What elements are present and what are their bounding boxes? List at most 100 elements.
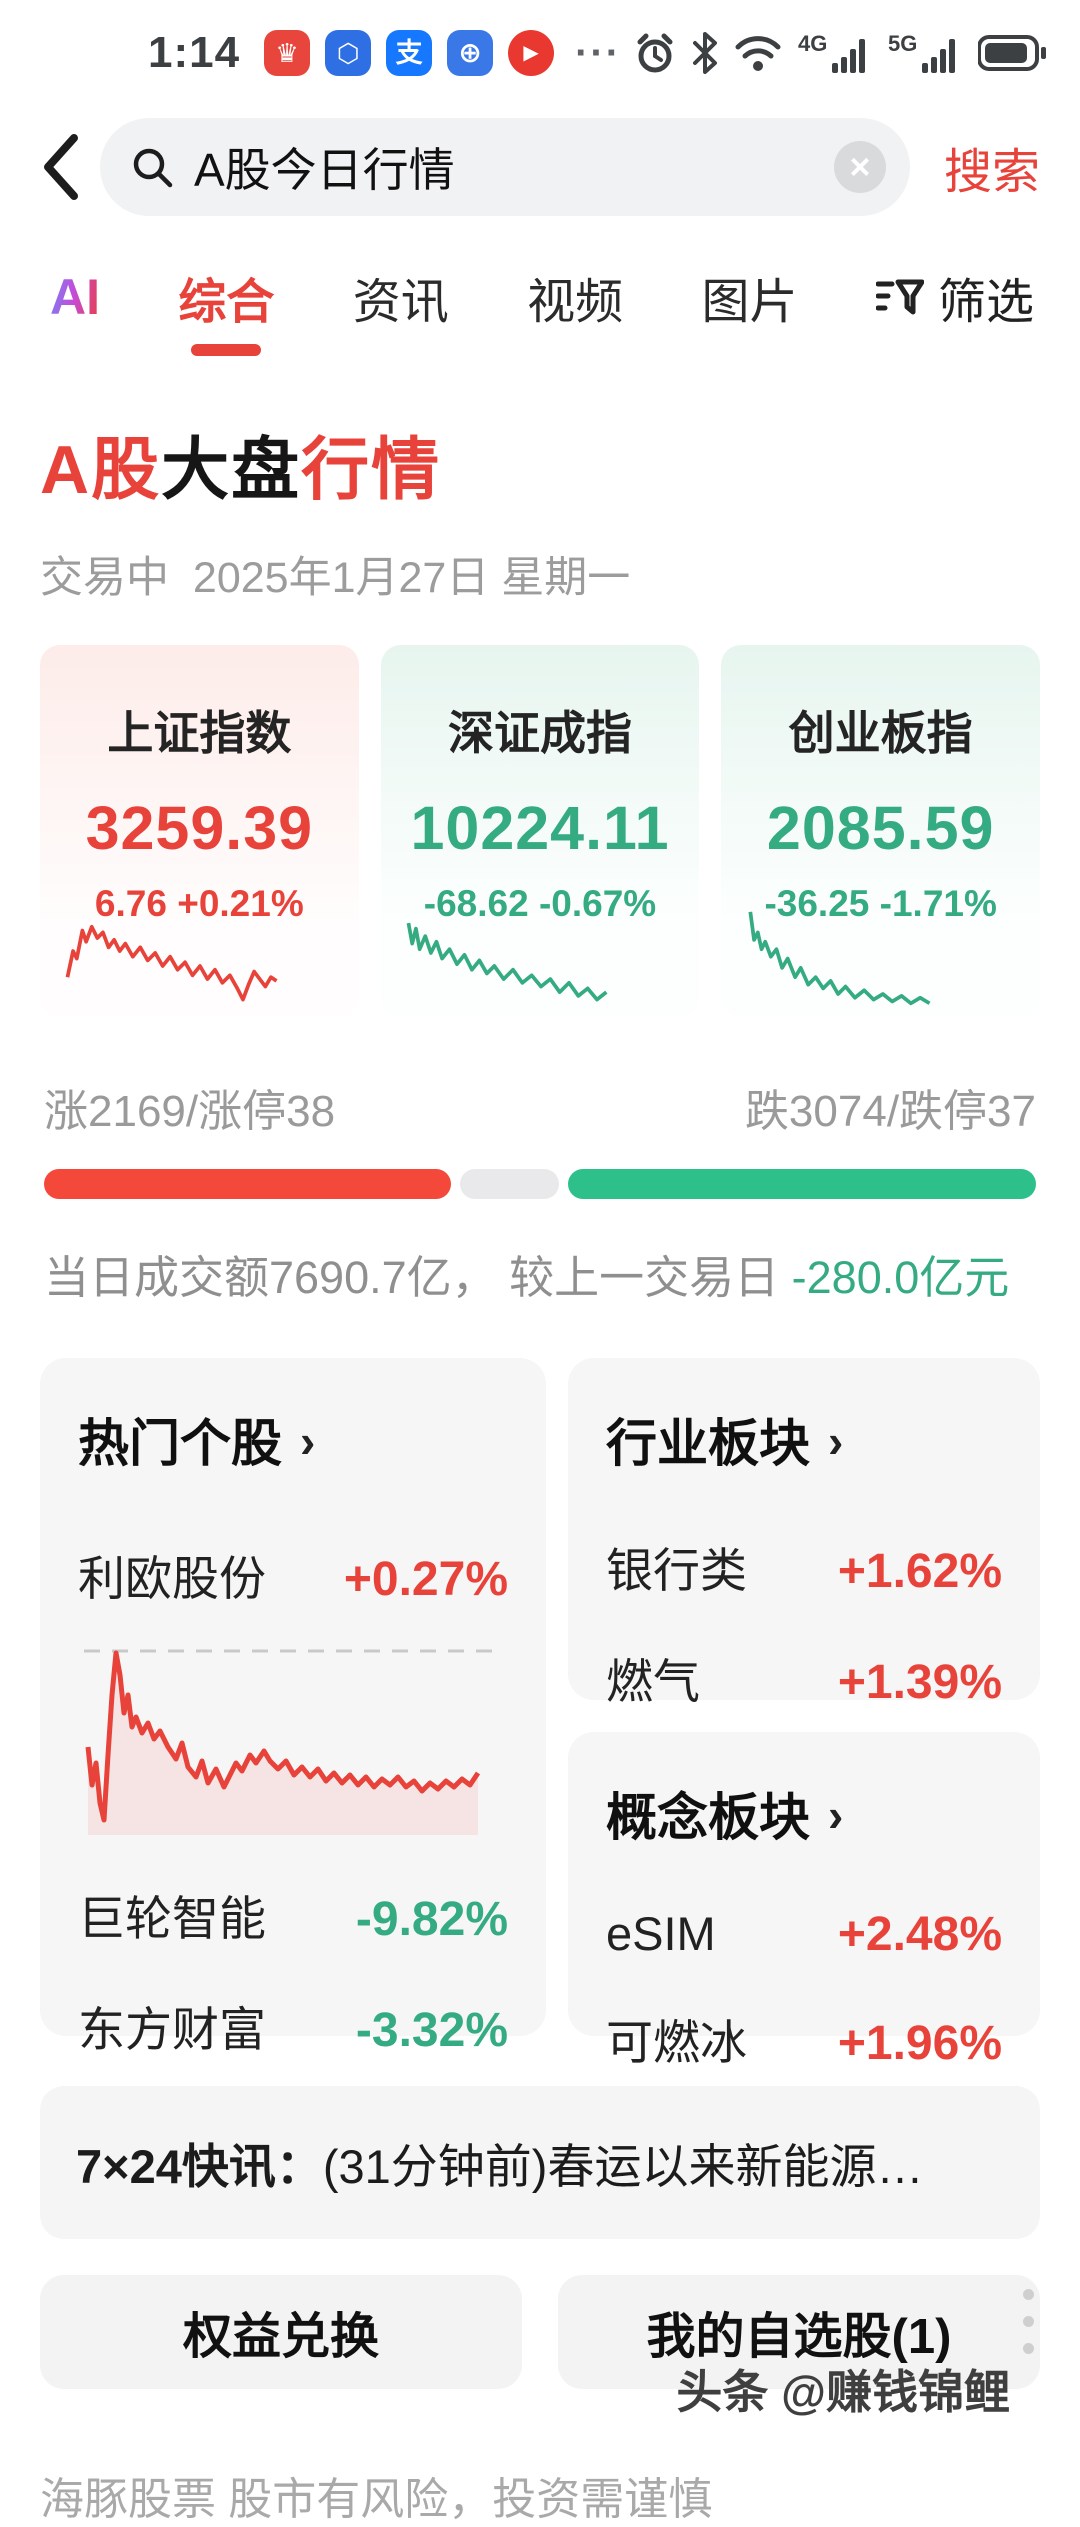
concept-title[interactable]: 概念板块 › xyxy=(606,1776,1002,1850)
clear-search-button[interactable]: × xyxy=(833,141,886,193)
wifi-icon xyxy=(735,36,781,71)
rights-exchange-button[interactable]: 权益兑换 xyxy=(40,2275,522,2389)
title-part-red2: 行情 xyxy=(301,432,442,508)
turnover-text: 当日成交额7690.7亿， 较上一交易日 xyxy=(44,1252,792,1303)
search-submit-button[interactable]: 搜索 xyxy=(943,146,1040,199)
industry-title[interactable]: 行业板块 › xyxy=(606,1402,1002,1476)
index-name: 上证指数 xyxy=(107,707,292,759)
sector-grid: 热门个股 › 利欧股份 +0.27% 巨轮智能 -9.82% 东方财富 -3.3… xyxy=(0,1306,1080,2070)
index-name: 创业板指 xyxy=(788,707,973,759)
breadth-bar-down xyxy=(567,1169,1036,1199)
index-cards: 上证指数 3259.39 6.76 +0.21% 深证成指 10224.11 -… xyxy=(0,605,1080,1017)
stock-row[interactable]: 巨轮智能 -9.82% xyxy=(78,1880,508,1949)
trading-date: 2025年1月27日 星期一 xyxy=(192,554,631,602)
disclaimer-text: 海豚股票 股市有风险，投资需谨慎 xyxy=(40,2475,713,2524)
filter-funnel-icon xyxy=(875,279,924,315)
sector-change: +1.96% xyxy=(837,2017,1002,2070)
stock-name: 巨轮智能 xyxy=(78,1892,266,1945)
tab-composite[interactable]: 综合 xyxy=(178,262,275,356)
security-app-icon: ⬡ xyxy=(325,30,372,76)
stock-name: 东方财富 xyxy=(78,2003,266,2056)
tab-video[interactable]: 视频 xyxy=(527,276,624,329)
kebab-menu-icon[interactable] xyxy=(1023,2289,1034,2354)
stock-row-featured[interactable]: 利欧股份 +0.27% xyxy=(78,1540,508,1609)
my-watchlist-button[interactable]: 我的自选股(1) xyxy=(558,2275,1040,2389)
stock-change: -9.82% xyxy=(355,1893,508,1946)
back-chevron-icon xyxy=(44,134,78,200)
index-card-chinext[interactable]: 创业板指 2085.59 -36.25 -1.71% xyxy=(721,645,1041,1017)
stock-row[interactable]: 东方财富 -3.32% xyxy=(78,1991,508,2060)
hot-stocks-title-label: 热门个股 xyxy=(78,1415,283,1472)
sector-change: +1.39% xyxy=(837,1656,1002,1709)
sector-row[interactable]: eSIM +2.48% xyxy=(606,1906,1002,1962)
status-bar: 1:14 ♛ ⬡ 支 ⊕ ▶ ··· 4G 5G xyxy=(0,0,1080,92)
sector-name: eSIM xyxy=(606,1907,716,1960)
turnover-line: 当日成交额7690.7亿， 较上一交易日 -280.0亿元 xyxy=(0,1199,1080,1306)
decliners-text: 跌3074/跌停37 xyxy=(744,1087,1036,1136)
market-breadth: 涨2169/涨停38 跌3074/跌停37 xyxy=(0,1017,1080,1139)
back-button[interactable] xyxy=(30,127,90,207)
news-ticker[interactable]: 7×24快讯：(31分钟前)春运以来新能源… xyxy=(40,2086,1040,2239)
stock-change: +0.27% xyxy=(343,1553,508,1606)
tab-image[interactable]: 图片 xyxy=(701,276,798,329)
sector-row[interactable]: 燃气 +1.39% xyxy=(606,1643,1002,1712)
alarm-icon xyxy=(637,33,673,73)
index-sparkline xyxy=(748,911,931,1006)
clock-time: 1:14 xyxy=(148,28,241,77)
tab-composite-label: 综合 xyxy=(178,276,275,329)
sector-name: 银行类 xyxy=(606,1544,747,1597)
status-icons: 4G 5G xyxy=(634,31,1046,75)
sector-name: 燃气 xyxy=(606,1655,700,1708)
advancers-text: 涨2169/涨停38 xyxy=(44,1087,336,1136)
browser-app-icon: ⊕ xyxy=(447,30,494,76)
tab-news[interactable]: 资讯 xyxy=(352,276,449,329)
index-value: 10224.11 xyxy=(410,794,670,862)
watermark-text: 头条 @赚钱锦鲤 xyxy=(676,2366,1010,2418)
featured-stock-chart xyxy=(84,1649,502,1835)
index-card-shanghai[interactable]: 上证指数 3259.39 6.76 +0.21% xyxy=(40,645,359,1017)
turnover-delta: -280.0亿元 xyxy=(791,1252,1010,1303)
index-change: -36.25 -1.71% xyxy=(764,883,997,924)
stock-name: 利欧股份 xyxy=(78,1552,266,1605)
hot-stocks-title[interactable]: 热门个股 › xyxy=(78,1402,508,1476)
sector-row[interactable]: 银行类 +1.62% xyxy=(606,1532,1002,1601)
huawei-app-icon: ♛ xyxy=(264,30,311,76)
title-part-red1: A股 xyxy=(40,432,162,508)
page-title: A股大盘行情 xyxy=(0,350,1080,513)
battery-icon xyxy=(978,35,1046,71)
index-value: 3259.39 xyxy=(85,794,314,862)
news-ticker-label: 7×24快讯： xyxy=(76,2140,323,2193)
concept-panel: 概念板块 › eSIM +2.48% 可燃冰 +1.96% xyxy=(568,1732,1040,2070)
trading-status: 交易中 xyxy=(40,554,169,602)
hot-stocks-panel: 热门个股 › 利欧股份 +0.27% 巨轮智能 -9.82% 东方财富 -3.3… xyxy=(40,1358,546,2057)
tab-ai[interactable]: AI xyxy=(50,268,100,344)
news-ticker-text: (31分钟前)春运以来新能源… xyxy=(322,2140,924,2193)
active-tab-underline xyxy=(191,344,262,356)
sector-row[interactable]: 可燃冰 +1.96% xyxy=(606,2004,1002,2073)
filter-button[interactable]: 筛选 xyxy=(875,262,1034,350)
index-change: -68.62 -0.67% xyxy=(423,883,657,924)
concept-title-label: 概念板块 xyxy=(606,1789,811,1846)
more-notifications-icon: ··· xyxy=(575,30,622,75)
sector-name: 可燃冰 xyxy=(606,2016,747,2069)
alipay-app-icon: 支 xyxy=(386,30,433,76)
search-query-text: A股今日行情 xyxy=(194,144,455,196)
svg-text:4G: 4G xyxy=(798,31,827,56)
video-app-icon: ▶ xyxy=(508,30,555,76)
bluetooth-icon xyxy=(693,32,717,74)
index-value: 2085.59 xyxy=(766,794,995,862)
index-sparkline xyxy=(406,922,608,1002)
search-header: A股今日行情 × 搜索 xyxy=(0,92,1080,216)
market-status-line: 交易中 2025年1月27日 星期一 xyxy=(0,513,1080,605)
breadth-bar-flat xyxy=(459,1169,559,1199)
filter-label: 筛选 xyxy=(937,276,1034,329)
breadth-bar xyxy=(44,1169,1036,1199)
chevron-right-icon: › xyxy=(828,1415,844,1467)
search-icon xyxy=(133,148,173,188)
signal-4g-icon: 4G xyxy=(798,31,865,73)
index-change: 6.76 +0.21% xyxy=(94,883,304,924)
action-buttons: 权益兑换 我的自选股(1) xyxy=(40,2275,1040,2389)
index-card-shenzhen[interactable]: 深证成指 10224.11 -68.62 -0.67% xyxy=(380,645,700,1017)
search-input[interactable]: A股今日行情 × xyxy=(100,118,910,216)
chevron-right-icon: › xyxy=(828,1789,844,1841)
